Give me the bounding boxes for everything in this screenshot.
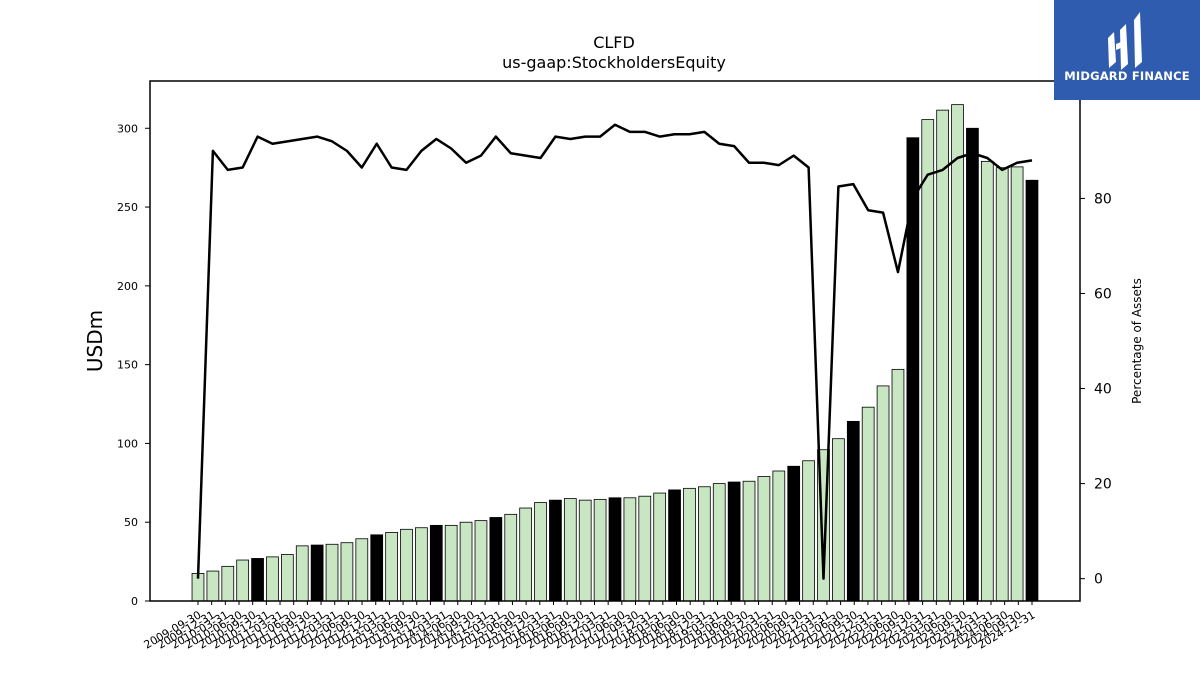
bar	[444, 524, 458, 602]
bar	[355, 538, 369, 602]
bar	[653, 492, 667, 602]
midgard-finance-logo: MIDGARD FINANCE	[1054, 0, 1200, 100]
y2-tick-label: 60	[1094, 286, 1112, 302]
bar	[519, 507, 533, 602]
bar	[876, 385, 890, 602]
bar	[310, 544, 324, 602]
bar	[474, 520, 488, 602]
bar	[385, 532, 398, 602]
bar	[295, 545, 309, 602]
bar	[400, 528, 413, 602]
y-tick-label: 50	[124, 516, 138, 529]
bar	[549, 499, 562, 602]
bar	[608, 497, 622, 602]
bar	[921, 119, 935, 602]
bar	[698, 486, 711, 602]
y-tick-label: 200	[117, 280, 138, 293]
bar	[1010, 166, 1024, 602]
bar	[936, 109, 950, 602]
y-tick-label: 250	[117, 201, 138, 214]
bar	[966, 127, 979, 602]
bar	[534, 502, 547, 602]
bar	[683, 487, 696, 602]
bar	[340, 542, 354, 602]
plot-frame	[149, 80, 1081, 602]
bar	[266, 556, 279, 602]
bar	[668, 489, 681, 602]
bar	[221, 565, 235, 602]
bar	[325, 543, 339, 602]
logo-text: MIDGARD FINANCE	[1064, 69, 1190, 83]
y-tick-label: 100	[117, 437, 138, 450]
y-axis-left: 0 50 100 150 200 250 300	[117, 122, 150, 608]
bar	[236, 559, 250, 602]
bar	[906, 137, 920, 602]
bar	[415, 527, 428, 602]
y-tick-label: 300	[117, 122, 138, 135]
bar	[995, 167, 1009, 602]
y2-tick-label: 20	[1094, 477, 1112, 493]
y2-axis-label: Percentage of Assets	[1130, 278, 1144, 404]
y-axis-label: USDm	[83, 310, 107, 372]
bar	[757, 476, 771, 602]
bar	[489, 517, 503, 602]
bar	[504, 513, 518, 602]
y-tick-label: 0	[131, 595, 138, 608]
bar	[593, 498, 607, 602]
chart-subtitle: us-gaap:StockholdersEquity	[502, 53, 726, 72]
bar	[727, 481, 741, 602]
bar	[623, 497, 637, 602]
line-group	[196, 123, 1033, 580]
bar	[251, 558, 264, 602]
y-tick-label: 150	[117, 359, 138, 372]
bar	[891, 368, 905, 602]
bar	[429, 524, 443, 602]
bar	[459, 521, 473, 602]
bar	[787, 465, 801, 602]
bar	[578, 499, 592, 602]
bar	[861, 406, 875, 602]
bar	[951, 104, 964, 602]
bars-group	[191, 104, 1039, 602]
bar	[280, 554, 294, 602]
bar	[772, 470, 786, 602]
bar	[712, 483, 726, 602]
midgard-logo-icon	[1108, 12, 1142, 70]
bar	[832, 438, 845, 602]
chart-title: CLFD	[593, 33, 635, 52]
bar	[980, 160, 994, 602]
bar	[846, 420, 860, 602]
bar	[206, 570, 220, 602]
y-axis-right: 0 20 40 60 80	[1080, 191, 1112, 588]
y2-tick-label: 40	[1094, 382, 1112, 398]
bar	[742, 480, 756, 602]
series-line	[196, 123, 1033, 580]
bar	[563, 498, 577, 602]
bar	[638, 495, 652, 602]
bar	[802, 460, 815, 602]
bar	[1025, 179, 1039, 602]
y2-tick-label: 0	[1094, 572, 1103, 588]
bar	[370, 534, 384, 602]
x-axis: 2009-09-302009-12-312010-03-312010-06-30…	[142, 601, 1038, 652]
y2-tick-label: 80	[1094, 191, 1112, 207]
